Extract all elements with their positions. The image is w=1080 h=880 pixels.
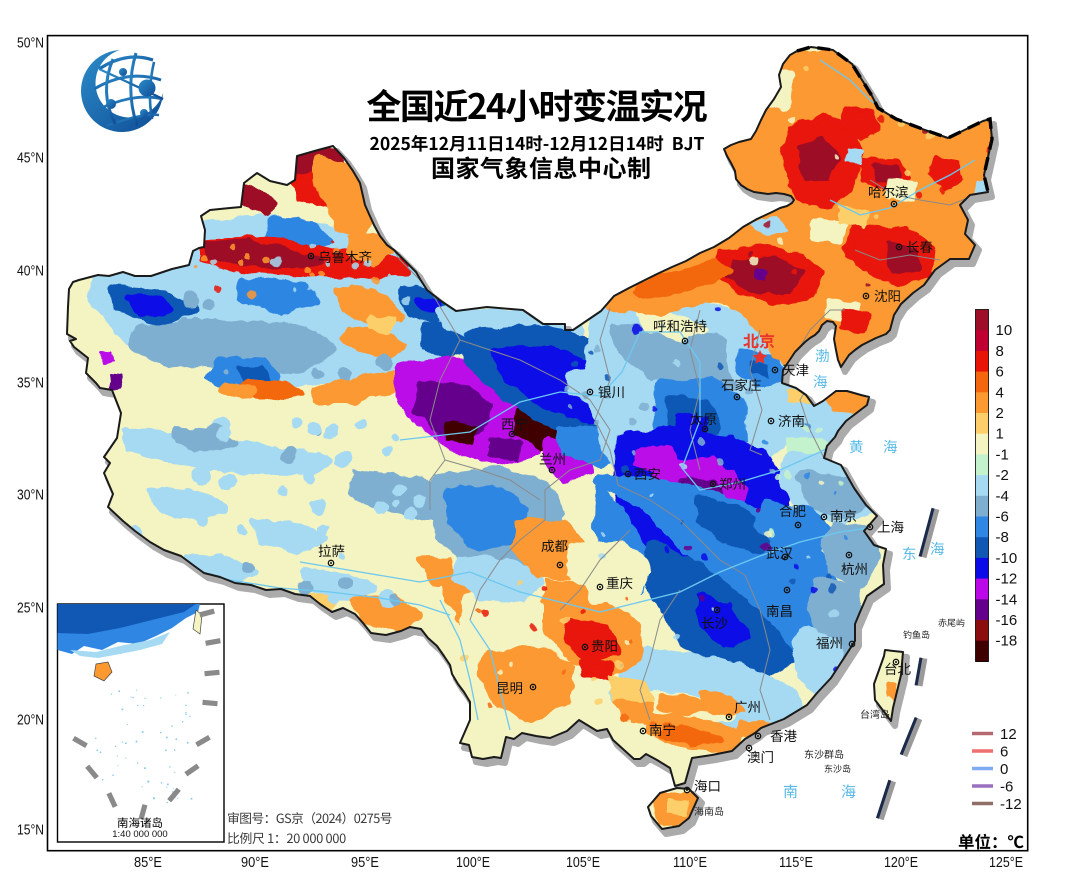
svg-text:115°E: 115°E xyxy=(779,855,813,871)
svg-text:-6: -6 xyxy=(996,509,1009,526)
svg-text:85°E: 85°E xyxy=(134,855,162,871)
svg-text:15°N: 15°N xyxy=(17,823,44,839)
svg-text:-12: -12 xyxy=(1000,796,1022,813)
svg-text:95°E: 95°E xyxy=(351,855,379,871)
svg-text:45°N: 45°N xyxy=(17,151,44,167)
svg-text:6: 6 xyxy=(996,364,1004,381)
svg-text:10: 10 xyxy=(996,322,1013,339)
svg-text:90°E: 90°E xyxy=(241,855,269,871)
svg-text:110°E: 110°E xyxy=(673,855,707,871)
svg-text:125°E: 125°E xyxy=(989,855,1023,871)
svg-text:-16: -16 xyxy=(996,612,1018,629)
svg-text:105°E: 105°E xyxy=(566,855,600,871)
svg-text:50°N: 50°N xyxy=(17,36,44,52)
svg-text:35°N: 35°N xyxy=(17,376,44,392)
svg-text:-8: -8 xyxy=(996,529,1009,546)
svg-text:-6: -6 xyxy=(1000,779,1013,796)
svg-text:1:40 000 000: 1:40 000 000 xyxy=(112,829,167,840)
svg-text:-4: -4 xyxy=(996,488,1009,505)
svg-text:2: 2 xyxy=(996,405,1004,422)
svg-text:-10: -10 xyxy=(996,550,1018,567)
svg-text:6: 6 xyxy=(1000,744,1008,761)
svg-text:20°N: 20°N xyxy=(17,713,44,729)
svg-text:25°N: 25°N xyxy=(17,601,44,617)
svg-text:40°N: 40°N xyxy=(17,264,44,280)
svg-text:-2: -2 xyxy=(996,467,1009,484)
svg-text:120°E: 120°E xyxy=(884,855,918,871)
svg-text:-12: -12 xyxy=(996,571,1018,588)
svg-text:0: 0 xyxy=(1000,761,1008,778)
svg-text:-18: -18 xyxy=(996,633,1018,650)
svg-text:-1: -1 xyxy=(996,446,1009,463)
svg-text:1: 1 xyxy=(996,426,1004,443)
svg-text:30°N: 30°N xyxy=(17,488,44,504)
svg-text:-14: -14 xyxy=(996,591,1018,608)
svg-text:8: 8 xyxy=(996,343,1004,360)
svg-text:4: 4 xyxy=(996,384,1004,401)
svg-text:12: 12 xyxy=(1000,726,1017,743)
svg-text:100°E: 100°E xyxy=(456,855,490,871)
